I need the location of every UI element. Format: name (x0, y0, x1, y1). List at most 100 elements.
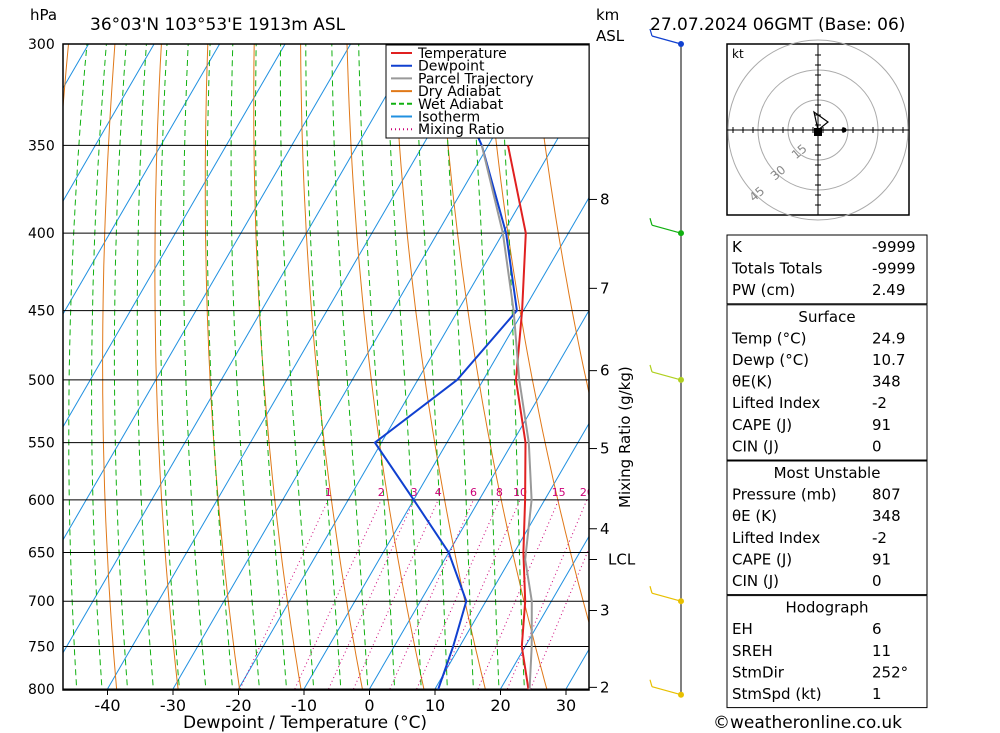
indices-row-value: 91 (872, 550, 891, 568)
pressure-tick-label: 350 (28, 138, 55, 154)
indices-row-value: 10.7 (872, 351, 905, 369)
temp-tick-label: -40 (94, 696, 120, 715)
wind-barb-flag (649, 28, 653, 37)
wind-barb (651, 592, 682, 602)
isotherm-line (238, 83, 589, 690)
isotherm-lines (63, 44, 589, 690)
mixing-ratio-label: 4 (435, 486, 442, 499)
indices-row-label: θE(K) (732, 373, 772, 391)
indices-row-value: 0 (872, 572, 882, 590)
indices-box (726, 234, 928, 305)
hpa-label: hPa (30, 6, 57, 24)
indices-row-value: 91 (872, 416, 891, 434)
indices-row-label: Temp (°C) (731, 329, 806, 347)
isotherm-line (369, 309, 589, 690)
dry-adiabat-line (485, 44, 589, 625)
asl-label: ASL (596, 27, 625, 45)
temp-tick-label: 0 (364, 696, 374, 715)
plot-frame (62, 43, 590, 691)
dry-adiabat-lines (0, 22, 1000, 706)
km-tick-label: 4 (600, 520, 610, 538)
isotherm-line (63, 44, 352, 541)
indices-row-label: EH (732, 620, 753, 638)
indices-row-value: 0 (872, 437, 882, 455)
mixing-ratio-label: 1 (325, 486, 332, 499)
wet-adiabat-line (206, 44, 234, 690)
wet-adiabat-line (255, 44, 288, 690)
indices-row-label: SREH (732, 642, 773, 660)
dry-adiabat-line (300, 44, 364, 690)
indices-row-label: StmDir (732, 663, 785, 681)
wind-barb (651, 35, 682, 45)
indices-box (726, 595, 928, 709)
datetime-title: 27.07.2024 06GMT (Base: 06) (650, 15, 905, 35)
indices-row-value: -9999 (872, 238, 916, 256)
isotherm-line (303, 196, 589, 690)
temp-tick-label: 20 (490, 696, 510, 715)
wet-adiabat-lines (68, 44, 525, 690)
pressure-tick-label: 450 (28, 304, 55, 320)
indices-row-value: -9999 (872, 260, 916, 278)
indices-row-value: -2 (872, 394, 887, 412)
dry-adiabat-line (990, 22, 1000, 706)
wind-barb (651, 224, 682, 234)
pressure-tick-label: 300 (28, 37, 55, 53)
km-tick-label: LCL (608, 550, 636, 568)
km-label: km (596, 6, 619, 24)
dry-adiabat-line (154, 44, 179, 690)
pressure-tick-label: 600 (28, 493, 55, 509)
series-dewpoint (373, 44, 518, 690)
temp-tick-label: 30 (556, 696, 576, 715)
indices-row-value: 348 (872, 373, 901, 391)
indices-row-value: 807 (872, 486, 901, 504)
indices-row-label: CIN (J) (732, 572, 779, 590)
legend-label: Dry Adiabat (418, 84, 501, 100)
isotherm-line (63, 44, 286, 428)
mixing-ratio-label: 8 (496, 486, 503, 499)
wet-adiabat-line (413, 44, 448, 690)
wet-adiabat-line (499, 44, 525, 690)
temp-tick-label: -20 (225, 696, 251, 715)
indices-row-label: Lifted Index (732, 529, 820, 547)
mixing-ratio-axis-label: Mixing Ratio (g/kg) (616, 366, 634, 508)
temp-tick-label: 10 (425, 696, 445, 715)
indices-row-label: PW (cm) (732, 281, 795, 299)
pressure-tick-label: 500 (28, 373, 55, 389)
wet-adiabat-line (358, 44, 396, 690)
wet-adiabat-line (159, 44, 180, 690)
indices-row-label: CIN (J) (732, 437, 779, 455)
wind-barb-flag (649, 586, 653, 594)
indices-row-label: Totals Totals (731, 260, 823, 278)
wet-adiabat-line (305, 44, 342, 690)
isotherm-line (63, 44, 417, 654)
wet-adiabat-line (279, 44, 315, 690)
indices-box (726, 304, 928, 461)
km-tick-label: 5 (600, 440, 610, 458)
hodograph-origin-marker (814, 128, 822, 136)
indices-row-label: Dewp (°C) (732, 351, 809, 369)
indices-row-value: 2.49 (872, 281, 905, 299)
km-tick-label: 3 (600, 602, 610, 620)
indices-row-label: StmSpd (kt) (732, 685, 822, 703)
legend-label: Wet Adiabat (418, 97, 504, 113)
indices-row-value: 348 (872, 507, 901, 525)
indices-row-label: CAPE (J) (732, 550, 792, 568)
legend-box (385, 44, 590, 139)
dry-adiabat-line (0, 22, 25, 706)
hodograph-unit: kt (732, 47, 744, 61)
wind-barb (651, 371, 682, 381)
dry-adiabat-line (944, 22, 1000, 706)
indices-section-title: Surface (798, 308, 855, 326)
dry-adiabat-line (532, 44, 589, 396)
pressure-tick-label: 800 (28, 682, 55, 698)
isotherm-line (63, 44, 155, 203)
dry-adiabat-line (253, 44, 302, 690)
legend-label: Temperature (417, 46, 507, 62)
mixing-ratio-label: 25 (602, 486, 616, 499)
km-tick-label: 8 (600, 190, 610, 208)
wet-adiabat-line (230, 44, 260, 690)
legend-label: Mixing Ratio (418, 122, 504, 138)
mixing-ratio-label: 15 (552, 486, 566, 499)
copyright-text: ©weatheronline.co.uk (713, 713, 902, 733)
